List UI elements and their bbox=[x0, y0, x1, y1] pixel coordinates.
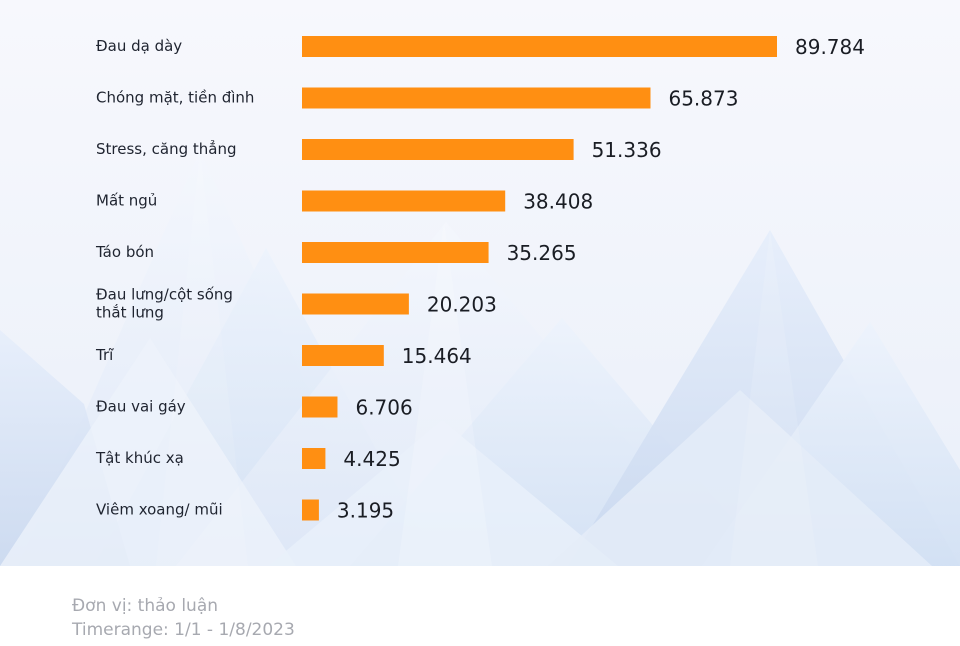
category-label-line: Trĩ bbox=[95, 346, 114, 364]
category-label-6: Đau lưng/cột sống thắt lưng bbox=[96, 286, 233, 322]
value-label-8: 6.706 bbox=[355, 396, 412, 420]
category-label-line: Viêm xoang/ mũi bbox=[96, 501, 223, 519]
timerange-label: Timerange: 1/1 - 1/8/2023 bbox=[72, 620, 295, 640]
category-label-1: Đau dạ dày bbox=[96, 37, 182, 55]
category-label-10: Viêm xoang/ mũi bbox=[96, 501, 223, 519]
unit-label: Đơn vị: thảo luận bbox=[72, 596, 219, 616]
category-label-line: Đau lưng/cột sống bbox=[96, 286, 233, 304]
value-label-2: 65.873 bbox=[668, 87, 738, 111]
bar-9 bbox=[302, 448, 326, 469]
bar-chart: Đau dạ dày 89.784 Chóng mặt, tiền đình 65.8… bbox=[95, 35, 865, 523]
category-label-4: Mất ngủ bbox=[96, 192, 157, 210]
bar-10 bbox=[302, 499, 319, 521]
category-label-8: Đau vai gáy bbox=[96, 398, 186, 416]
value-label-6: 20.203 bbox=[427, 293, 497, 317]
category-label-line: thắt lưng bbox=[96, 304, 164, 322]
category-label-5: Táo bón bbox=[95, 243, 154, 261]
category-label-3: Stress, căng thẳng bbox=[96, 139, 236, 158]
category-label-line: Táo bón bbox=[95, 243, 154, 261]
bar-7 bbox=[302, 345, 384, 366]
bar-4 bbox=[302, 190, 506, 212]
category-label-line: Đau dạ dày bbox=[96, 37, 182, 55]
category-label-line: Stress, căng thẳng bbox=[96, 139, 236, 158]
category-label-line: Đau vai gáy bbox=[96, 398, 186, 416]
mountain-background bbox=[0, 150, 960, 566]
bar-8 bbox=[302, 396, 338, 418]
value-label-4: 38.408 bbox=[523, 190, 593, 214]
footer: Đơn vị: thảo luận Timerange: 1/1 - 1/8/2… bbox=[0, 566, 960, 646]
category-label-line: Chóng mặt, tiền đình bbox=[96, 89, 254, 107]
value-label-3: 51.336 bbox=[592, 138, 662, 162]
category-label-line: Mất ngủ bbox=[96, 192, 157, 210]
category-label-2: Chóng mặt, tiền đình bbox=[96, 89, 254, 107]
category-label-9: Tật khúc xạ bbox=[95, 449, 184, 467]
bar-1 bbox=[302, 36, 777, 57]
category-label-line: Tật khúc xạ bbox=[95, 449, 184, 467]
value-label-1: 89.784 bbox=[795, 35, 865, 59]
chart-panel: Đau dạ dày 89.784 Chóng mặt, tiền đình 65.8… bbox=[0, 0, 960, 566]
value-label-10: 3.195 bbox=[337, 499, 394, 523]
category-label-7: Trĩ bbox=[95, 346, 114, 364]
bar-5 bbox=[302, 242, 489, 263]
value-label-5: 35.265 bbox=[507, 241, 577, 265]
bar-3 bbox=[302, 139, 574, 160]
value-label-9: 4.425 bbox=[343, 447, 400, 471]
bar-6 bbox=[302, 293, 409, 315]
bar-2 bbox=[302, 87, 651, 109]
value-label-7: 15.464 bbox=[402, 344, 472, 368]
